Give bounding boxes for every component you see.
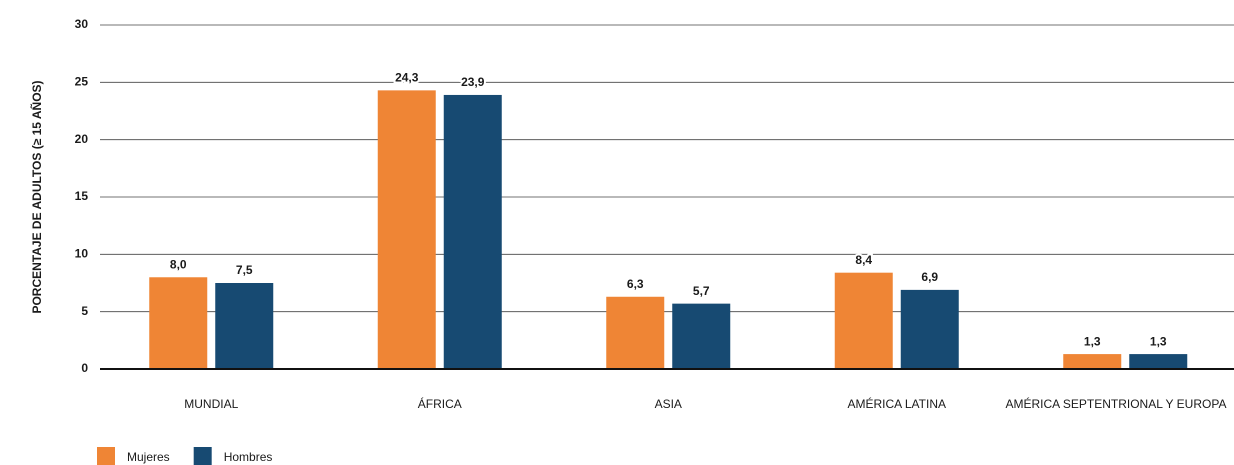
y-axis-label: PORCENTAJE DE ADULTOS (≥ 15 AÑOS) <box>29 80 44 313</box>
legend-swatch <box>193 447 212 465</box>
value-label: 6,9 <box>921 270 938 284</box>
bar <box>149 277 208 369</box>
legend-label: Mujeres <box>127 450 170 464</box>
bar <box>672 303 731 369</box>
y-tick-label: 25 <box>75 75 89 89</box>
bar <box>443 94 502 370</box>
value-label: 1,3 <box>1084 334 1101 348</box>
value-label: 24,3 <box>395 71 419 85</box>
y-tick-label: 5 <box>81 304 88 318</box>
bar <box>834 272 893 369</box>
value-label: 7,5 <box>236 263 253 277</box>
bar <box>1063 354 1122 369</box>
y-tick-label: 0 <box>81 361 88 375</box>
y-tick-label: 15 <box>75 189 89 203</box>
value-label: 1,3 <box>1150 334 1167 348</box>
legend-label: Hombres <box>224 450 273 464</box>
y-tick-label: 20 <box>75 132 89 146</box>
bar <box>1129 354 1188 369</box>
x-tick-label: MUNDIAL <box>184 397 238 411</box>
y-tick-label: 30 <box>75 17 89 31</box>
y-tick-label: 10 <box>75 247 89 261</box>
value-label: 5,7 <box>693 284 710 298</box>
x-tick-label: AMÉRICA SEPTENTRIONAL Y EUROPA <box>1006 396 1227 411</box>
x-tick-label: ÁFRICA <box>418 396 462 411</box>
bar <box>606 296 665 369</box>
x-tick-label: ASIA <box>655 397 682 411</box>
x-tick-label: AMÉRICA LATINA <box>848 396 946 411</box>
value-label: 8,0 <box>170 257 187 271</box>
value-label: 23,9 <box>461 75 485 89</box>
value-label: 8,4 <box>855 253 872 267</box>
bar <box>377 90 436 370</box>
legend-swatch <box>97 447 115 465</box>
bar <box>900 289 959 369</box>
value-label: 6,3 <box>627 277 644 291</box>
bar <box>215 283 274 369</box>
